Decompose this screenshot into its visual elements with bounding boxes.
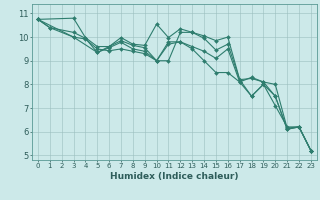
X-axis label: Humidex (Indice chaleur): Humidex (Indice chaleur) xyxy=(110,172,239,181)
